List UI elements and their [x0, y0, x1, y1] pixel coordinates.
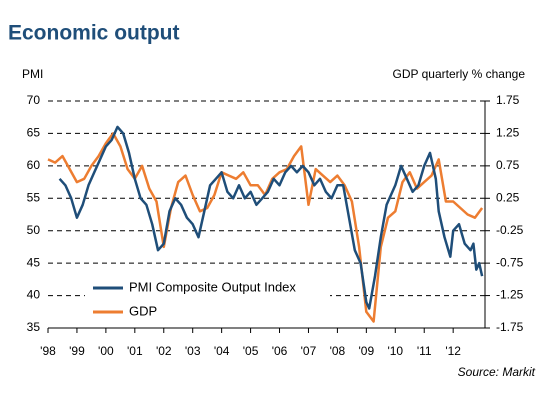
x-tick-label: '07 — [301, 344, 317, 358]
y-tick-label: 35 — [27, 320, 41, 334]
x-tick-label: '08 — [330, 344, 346, 358]
y2-tick-label: 0.75 — [496, 158, 520, 172]
y-axis-label: PMI — [22, 67, 43, 81]
x-tick-label: '03 — [185, 344, 201, 358]
x-tick-label: '01 — [127, 344, 143, 358]
source: Source: Markit — [458, 365, 536, 379]
y2-tick-label: -0.75 — [496, 255, 524, 269]
legend-label: PMI Composite Output Index — [129, 279, 296, 294]
x-tick-label: '10 — [387, 344, 403, 358]
chart-title: Economic output — [8, 22, 180, 45]
y-tick-label: 60 — [27, 158, 41, 172]
y-tick-label: 40 — [27, 288, 41, 302]
y2-tick-label: 1.25 — [496, 126, 520, 140]
y2-tick-label: -1.25 — [496, 288, 524, 302]
x-tick-label: '99 — [69, 344, 85, 358]
series-line — [58, 125, 484, 310]
y-tick-label: 55 — [27, 190, 41, 204]
legend-box — [85, 278, 330, 326]
y2-tick-label: -1.75 — [496, 320, 524, 334]
x-tick-label: '02 — [156, 344, 172, 358]
x-tick-label: '11 — [417, 344, 432, 358]
legend-label: GDP — [129, 303, 157, 318]
x-tick-label: '06 — [272, 344, 288, 358]
y-tick-label: 50 — [27, 223, 41, 237]
y2-tick-label: -0.25 — [496, 223, 524, 237]
y2-tick-label: 0.25 — [496, 190, 520, 204]
y-tick-label: 65 — [27, 126, 41, 140]
y2-axis-label: GDP quarterly % change — [392, 67, 525, 81]
x-tick-label: '05 — [243, 344, 259, 358]
x-tick-label: '00 — [98, 344, 114, 358]
x-tick-label: '04 — [214, 344, 230, 358]
y2-tick-label: 1.75 — [496, 93, 520, 107]
y-tick-label: 45 — [27, 255, 41, 269]
x-tick-label: '09 — [359, 344, 375, 358]
x-tick-label: '98 — [40, 344, 56, 358]
x-tick-label: '12 — [445, 344, 461, 358]
y-tick-label: 70 — [27, 93, 41, 107]
